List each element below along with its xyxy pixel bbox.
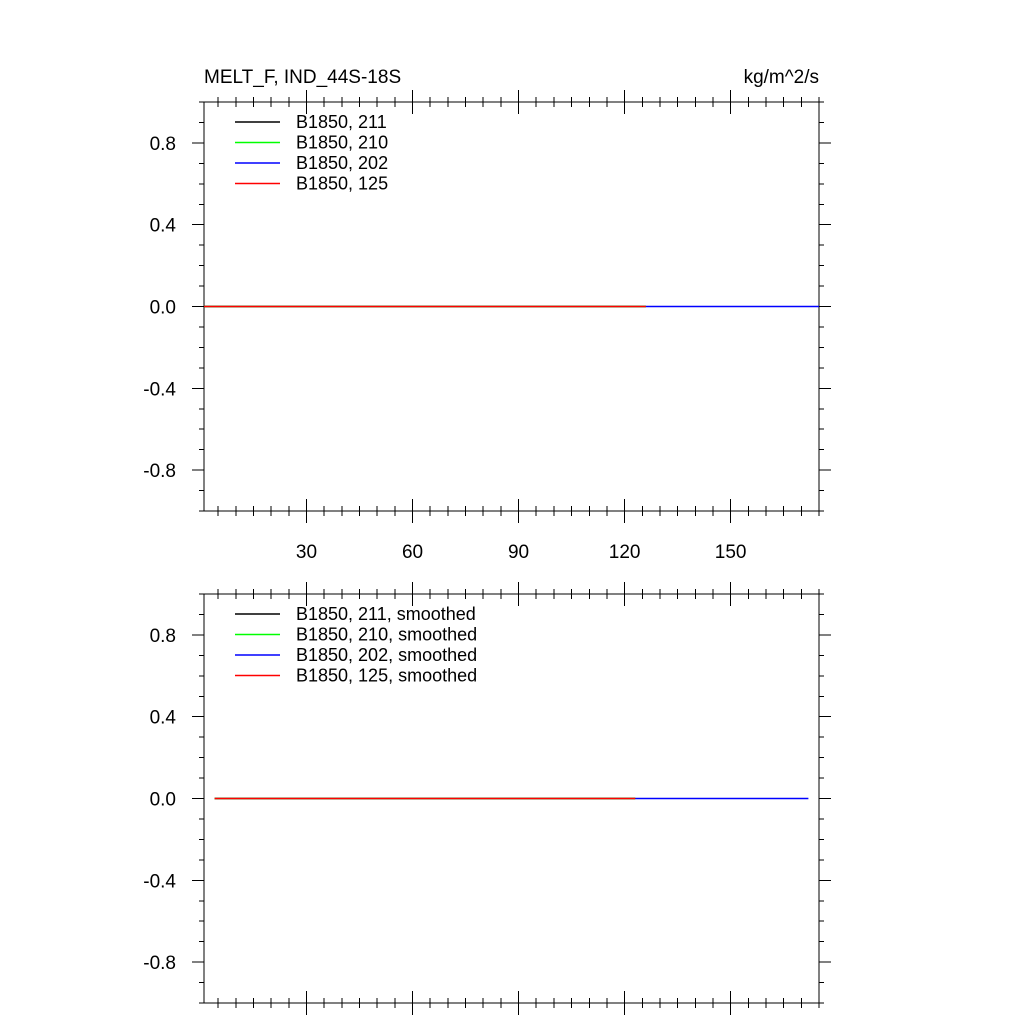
x-tick-label: 150 <box>715 542 747 563</box>
chart-title: MELT_F, IND_44S-18S <box>204 67 401 88</box>
legend-label: B1850, 211, smoothed <box>296 604 476 624</box>
y-tick-label: 0.0 <box>150 790 176 811</box>
y-tick-label: 0.4 <box>150 708 177 729</box>
y-tick-label: 0.0 <box>150 298 176 319</box>
legend-label: B1850, 210 <box>296 133 388 153</box>
x-tick-label: 120 <box>609 542 641 563</box>
y-tick-label: -0.8 <box>143 953 176 974</box>
y-tick-label: 0.8 <box>150 626 176 647</box>
x-tick-label: 60 <box>402 542 423 563</box>
legend-label: B1850, 125, smoothed <box>296 666 477 686</box>
y-tick-label: -0.8 <box>143 461 176 482</box>
y-tick-label: -0.4 <box>143 871 176 892</box>
y-tick-label: -0.4 <box>143 379 176 400</box>
legend-label: B1850, 202 <box>296 153 388 173</box>
legend-label: B1850, 125 <box>296 174 388 194</box>
top-panel: MELT_F, IND_44S-18S kg/m^2/s 30 60 90 120 150 -… <box>143 67 831 563</box>
x-tick-label: 90 <box>508 542 529 563</box>
legend-label: B1850, 210, smoothed <box>296 625 477 645</box>
legend-label: B1850, 202, smoothed <box>296 645 477 665</box>
units-label: kg/m^2/s <box>744 67 819 88</box>
legend-label: B1850, 211 <box>296 112 387 132</box>
y-tick-label: 0.8 <box>150 134 176 155</box>
x-tick-label: 30 <box>296 542 317 563</box>
y-tick-label: 0.4 <box>150 216 177 237</box>
